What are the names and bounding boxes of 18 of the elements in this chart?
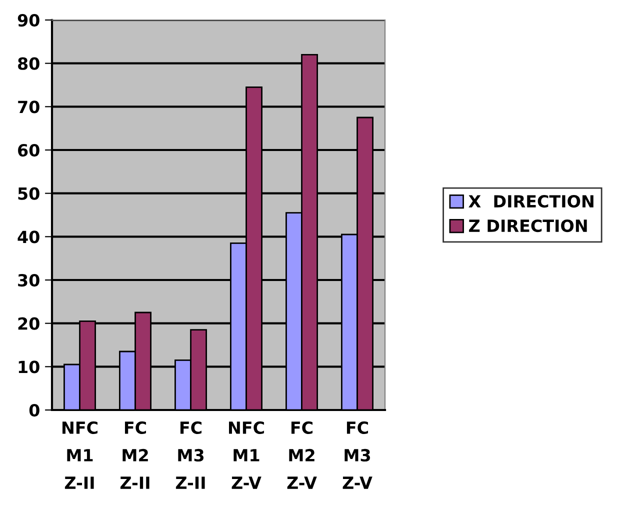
x-tick-label: NFC M1 Z-II bbox=[62, 421, 98, 489]
y-tick-label: 0 bbox=[29, 404, 40, 417]
legend-label: X DIRECTION bbox=[468, 194, 594, 208]
y-tick-label: 20 bbox=[18, 317, 40, 330]
y-tick-label: 40 bbox=[18, 230, 40, 244]
x-tick-label: FC M3 Z-II bbox=[176, 421, 205, 489]
y-tick-label: 30 bbox=[18, 274, 40, 287]
y-tick-label: 50 bbox=[18, 187, 40, 200]
x-tick-label: FC M2 Z-II bbox=[120, 421, 150, 489]
x-tick-label: FC M2 Z-V bbox=[287, 421, 317, 489]
y-tick-label: 80 bbox=[18, 57, 40, 70]
legend-label: Z DIRECTION bbox=[469, 219, 587, 232]
x-tick-label: FC M3 Z-V bbox=[342, 421, 372, 489]
y-tick-label: 70 bbox=[18, 100, 40, 114]
y-tick-label: 90 bbox=[18, 14, 40, 27]
x-tick-label: NFC M1 Z-V bbox=[229, 421, 264, 489]
y-tick-label: 60 bbox=[18, 144, 40, 157]
y-tick-label: 10 bbox=[18, 360, 40, 374]
